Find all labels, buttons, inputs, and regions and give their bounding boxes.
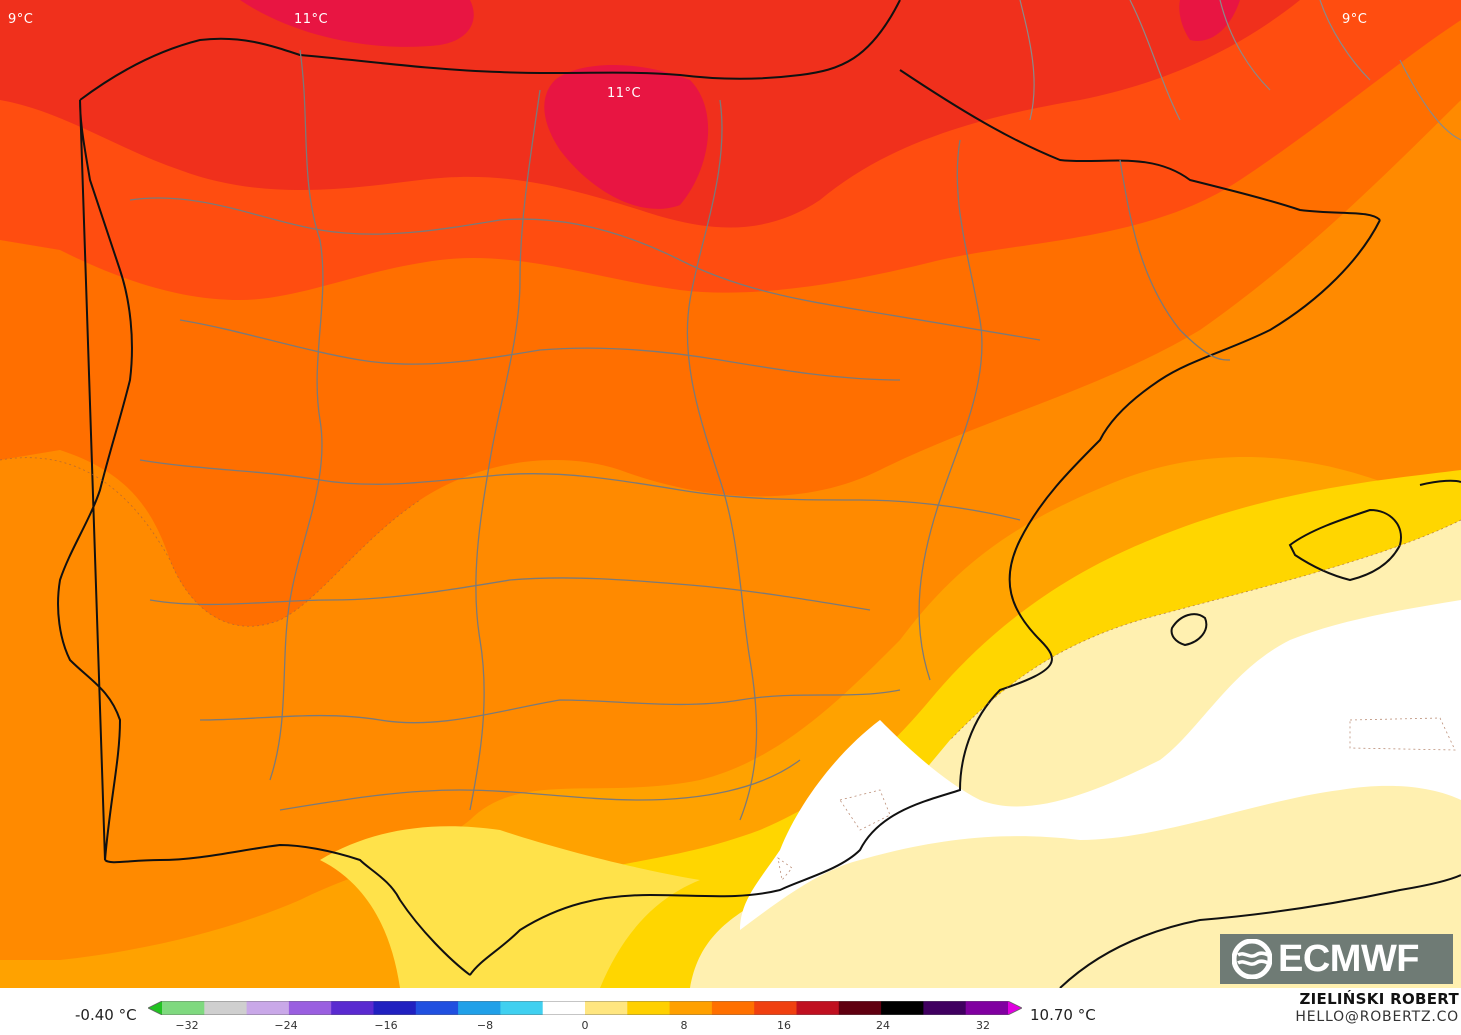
legend-tick: 32 (976, 1019, 990, 1032)
legend-tick: −16 (374, 1019, 398, 1032)
temp-band-pale-south (1140, 790, 1461, 887)
temp-band-white (740, 600, 1461, 930)
color-scale-segment (415, 1001, 459, 1015)
legend-tick: −24 (274, 1019, 298, 1032)
color-scale-segment (881, 1001, 924, 1015)
color-scale-segment (288, 1001, 332, 1015)
legend-tick: −32 (175, 1019, 199, 1032)
color-scale-segment (331, 1001, 374, 1015)
legend-tick: 24 (876, 1019, 890, 1032)
author-name: ZIELIŃSKI ROBERT (1299, 990, 1459, 1008)
color-scale-min-arrow (148, 1001, 162, 1015)
temp-band-10 (240, 0, 1240, 209)
color-scale-segment (162, 1001, 205, 1015)
temp-band-cool-south (320, 826, 700, 988)
contour-label-north: 11°C (294, 12, 329, 27)
color-scale-segment (796, 1001, 840, 1015)
color-scale-segment (923, 1001, 967, 1015)
coast-north-africa (1059, 874, 1461, 988)
island-menorca (1419, 479, 1461, 486)
temperature-map (0, 0, 1461, 988)
legend-tick: −8 (476, 1019, 494, 1032)
color-scale-bar (148, 1001, 1022, 1015)
color-scale-segment (373, 1001, 417, 1015)
color-scale-segment (458, 1001, 501, 1015)
legend-max-value: 10.70 °C (1030, 1006, 1096, 1024)
color-scale-max-arrow (1008, 1001, 1022, 1015)
color-scale-segment (204, 1001, 248, 1015)
island-mallorca (1288, 508, 1402, 582)
author-contact[interactable]: HELLO@ROBERTZ.CO (1295, 1009, 1459, 1025)
color-scale-segment (669, 1001, 713, 1015)
legend-tick: 16 (777, 1019, 791, 1032)
legend-tick: 8 (680, 1019, 688, 1032)
legend-tick: 0 (581, 1019, 589, 1032)
color-scale-segment (585, 1001, 628, 1015)
island-ibiza (1170, 613, 1208, 647)
legend-min-value: -0.40 °C (75, 1006, 137, 1024)
regional-borders (129, 49, 1231, 821)
isolines (0, 457, 1461, 881)
ecmwf-logo: ECMWF (1220, 934, 1453, 984)
color-scale-segment (627, 1001, 671, 1015)
contour-label-nw: 9°C (8, 12, 34, 27)
color-scale-segment (838, 1001, 882, 1015)
color-scale-segment (246, 1001, 290, 1015)
country-border-france (1019, 0, 1461, 141)
ecmwf-logo-icon (1232, 939, 1272, 979)
color-scale-segment (500, 1001, 544, 1015)
contour-label-ne: 9°C (1342, 12, 1368, 27)
color-scale-segment (542, 1001, 586, 1015)
color-scale-segment (754, 1001, 797, 1015)
ecmwf-logo-text: ECMWF (1278, 937, 1420, 980)
color-scale-segment (711, 1001, 755, 1015)
contour-label-cantabria: 11°C (607, 86, 642, 101)
color-scale-segment (965, 1001, 1009, 1015)
